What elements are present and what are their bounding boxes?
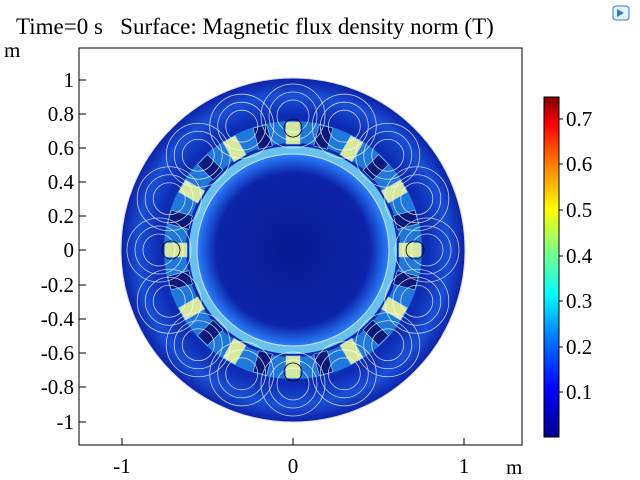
field-line (217, 349, 267, 399)
stator-slot (197, 154, 224, 181)
x-tick-label: 1 (458, 454, 470, 478)
field-line (392, 276, 442, 326)
field-line (400, 284, 434, 318)
field-line (327, 357, 361, 391)
field-line (173, 130, 223, 180)
field-line (355, 312, 421, 378)
colorbar-tick-label: 0.4 (566, 244, 593, 268)
magnet-markers (161, 118, 425, 382)
field-line (260, 83, 326, 149)
field-line (260, 351, 326, 417)
colorbar (543, 96, 560, 438)
field-line (225, 357, 259, 391)
field-line (402, 225, 452, 275)
x-tick-label: -1 (113, 454, 131, 478)
y-ticks (79, 79, 86, 423)
rotor-disc (196, 153, 390, 347)
y-tick-label: 0 (63, 238, 75, 262)
comsol-logo-icon[interactable] (612, 4, 630, 22)
field-line (152, 284, 186, 318)
colorbar-tick-label: 0.2 (566, 335, 593, 359)
field-line (268, 91, 318, 141)
stator-slots (164, 121, 422, 379)
field-line (394, 217, 460, 283)
field-line (136, 166, 202, 232)
field-line (319, 101, 369, 151)
field-line (319, 349, 369, 399)
stator-slot (362, 154, 389, 181)
field-line (126, 217, 192, 283)
colorbar-tick-label: 0.5 (566, 198, 593, 222)
field-line (181, 138, 215, 172)
colorbar-tick-label: 0.6 (566, 152, 593, 176)
x-tick-label: 0 (287, 454, 299, 478)
stator-slot (285, 355, 301, 379)
field-line (355, 122, 421, 188)
y-tick-label: 0.2 (47, 204, 74, 228)
field-line (392, 174, 442, 224)
y-tick-label: -0.6 (40, 341, 74, 365)
field-line (144, 276, 194, 326)
colorbar-tick-label: 0.1 (566, 380, 593, 404)
field-line (142, 233, 176, 267)
field-line (384, 268, 450, 334)
stator-slot (398, 242, 422, 258)
field-line (217, 101, 267, 151)
field-line (410, 233, 444, 267)
field-line (225, 109, 259, 143)
stator-slot (362, 319, 389, 346)
field-line (363, 320, 413, 370)
y-tick-label: 0.4 (47, 170, 74, 194)
field-line (311, 341, 377, 407)
field-line (363, 130, 413, 180)
y-tick-label: -0.8 (40, 375, 74, 399)
field-line (181, 328, 215, 362)
field-line (276, 367, 310, 401)
stator-slot (285, 121, 301, 145)
y-tick-label: 1 (63, 68, 75, 92)
y-tick-label: -1 (56, 410, 75, 434)
field-line (327, 109, 361, 143)
field-line (165, 312, 231, 378)
field-line (165, 122, 231, 188)
y-tick-label: -0.2 (40, 273, 74, 297)
plot-title: Time=0 s Surface: Magnetic flux density … (16, 14, 494, 39)
field-line (311, 93, 377, 159)
field-line (136, 268, 202, 334)
colorbar-tick-label: 0.7 (566, 107, 593, 131)
field-lines (126, 83, 460, 417)
field-line (384, 166, 450, 232)
field-line (173, 320, 223, 370)
x-ticks (121, 438, 465, 445)
field-line (209, 341, 275, 407)
x-axis-unit: m (506, 455, 523, 479)
field-line (268, 359, 318, 409)
y-tick-label: 0.8 (47, 102, 74, 126)
y-tick-label: -0.4 (40, 307, 74, 331)
field-line (371, 138, 405, 172)
colorbar-ticks (559, 118, 563, 393)
field-line (134, 225, 184, 275)
y-axis-unit: m (4, 38, 21, 62)
field-line (152, 182, 186, 216)
field-line (209, 93, 275, 159)
stator-slot (164, 242, 188, 258)
field-line (371, 328, 405, 362)
stator-slot (197, 319, 224, 346)
colorbar-tick-label: 0.3 (566, 289, 593, 313)
field-line (144, 174, 194, 224)
y-tick-label: 0.6 (47, 136, 74, 160)
field-line (276, 99, 310, 133)
air-gap-ring (189, 146, 397, 354)
field-line (400, 182, 434, 216)
